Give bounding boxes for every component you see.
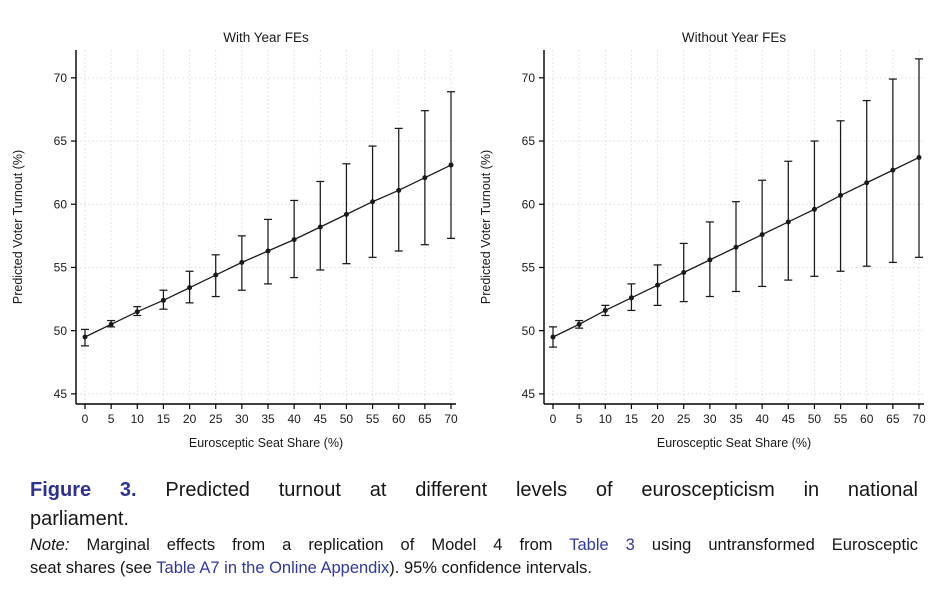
- caption-title-line1: Figure 3. Predicted turnout at different…: [30, 476, 918, 505]
- x-tick-label: 0: [550, 412, 557, 426]
- x-tick-label: 10: [131, 412, 145, 426]
- point-markers: [82, 162, 454, 340]
- x-tick-label: 45: [314, 412, 328, 426]
- table-a7-link[interactable]: Table A7 in the Online Appendix: [156, 559, 390, 577]
- x-tick-label: 65: [418, 412, 432, 426]
- x-tick-label: 65: [886, 412, 900, 426]
- note-text: ). 95% confidence intervals.: [389, 559, 592, 577]
- x-tick-label: 60: [860, 412, 874, 426]
- note-label: Note:: [30, 536, 70, 554]
- x-tick-label: 5: [576, 412, 583, 426]
- y-tick-label: 45: [522, 387, 536, 401]
- note-text: Marginal effects from a replication of M…: [69, 536, 570, 554]
- tick-labels: 0 5 10 15 20 25 30 35 40 45 50 55 60 65 70 45 50 55 60 65 70: [54, 71, 458, 426]
- chart-title: Without Year FEs: [682, 30, 787, 45]
- x-tick-label: 50: [808, 412, 822, 426]
- x-tick-label: 40: [755, 412, 769, 426]
- y-tick-label: 50: [54, 324, 68, 338]
- x-axis-label: Eurosceptic Seat Share (%): [657, 436, 811, 450]
- x-tick-label: 30: [235, 412, 249, 426]
- x-tick-label: 25: [209, 412, 223, 426]
- y-tick-label: 55: [54, 261, 68, 275]
- x-tick-label: 30: [703, 412, 717, 426]
- chart-without-year-fes-svg: 0 5 10 15 20 25 30 35 40 45 50 55 60 65 70 45 50 55 60 65 70…: [472, 6, 930, 458]
- x-tick-label: 60: [392, 412, 406, 426]
- x-tick-label: 55: [834, 412, 848, 426]
- x-tick-label: 50: [340, 412, 354, 426]
- x-tick-label: 25: [677, 412, 691, 426]
- note-text: seat shares (see: [30, 559, 157, 577]
- caption-title-text: Predicted turnout at different levels of…: [165, 479, 918, 501]
- table-3-link[interactable]: Table 3: [569, 536, 635, 554]
- y-tick-label: 65: [54, 134, 68, 148]
- x-tick-label: 20: [183, 412, 197, 426]
- tick-labels: 0 5 10 15 20 25 30 35 40 45 50 55 60 65 70 45 50 55 60 65 70: [522, 71, 926, 426]
- x-tick-label: 35: [729, 412, 743, 426]
- tick-marks: [71, 77, 452, 409]
- plot-area: 0 5 10 15 20 25 30 35 40 45 50 55 60 65 70 45 50 55 60 65 70: [54, 50, 458, 426]
- x-tick-label: 40: [287, 412, 301, 426]
- x-tick-label: 45: [782, 412, 796, 426]
- y-tick-label: 55: [522, 261, 536, 275]
- chart-with-year-fes-svg: 0 5 10 15 20 25 30 35 40 45 50 55 60 65 70 45 50 55 60 65 70…: [4, 6, 462, 458]
- x-tick-label: 10: [599, 412, 613, 426]
- caption-note-line1: Note: Marginal effects from a replicatio…: [30, 534, 918, 557]
- y-tick-label: 70: [54, 71, 68, 85]
- figure-caption: Figure 3. Predicted turnout at different…: [30, 476, 918, 580]
- chart-with-year-fes: 0 5 10 15 20 25 30 35 40 45 50 55 60 65 70 45 50 55 60 65 70…: [4, 6, 462, 458]
- x-tick-label: 55: [366, 412, 380, 426]
- x-tick-label: 70: [444, 412, 458, 426]
- x-tick-label: 35: [261, 412, 275, 426]
- axes: [543, 50, 924, 405]
- tick-marks: [539, 77, 920, 409]
- x-axis-label: Eurosceptic Seat Share (%): [189, 436, 343, 450]
- x-tick-label: 20: [651, 412, 665, 426]
- point-markers: [550, 154, 922, 340]
- y-tick-label: 60: [522, 197, 536, 211]
- charts-row: 0 5 10 15 20 25 30 35 40 45 50 55 60 65 70 45 50 55 60 65 70…: [4, 6, 930, 458]
- y-axis-label: Predicted Voter Turnout (%): [11, 150, 25, 304]
- x-tick-label: 0: [82, 412, 89, 426]
- chart-title: With Year FEs: [223, 30, 309, 45]
- y-axis-label: Predicted Voter Turnout (%): [479, 150, 493, 304]
- caption-note-line2: seat shares (see Table A7 in the Online …: [30, 557, 918, 580]
- y-tick-label: 45: [54, 387, 68, 401]
- y-tick-label: 60: [54, 197, 68, 211]
- x-tick-label: 5: [108, 412, 115, 426]
- y-tick-label: 50: [522, 324, 536, 338]
- axes: [75, 50, 456, 405]
- x-tick-label: 15: [157, 412, 171, 426]
- caption-title-line2: parliament.: [30, 508, 129, 530]
- plot-area: 0 5 10 15 20 25 30 35 40 45 50 55 60 65 70 45 50 55 60 65 70: [522, 50, 926, 426]
- chart-without-year-fes: 0 5 10 15 20 25 30 35 40 45 50 55 60 65 70 45 50 55 60 65 70…: [472, 6, 930, 458]
- y-tick-label: 70: [522, 71, 536, 85]
- figure-label: Figure 3.: [30, 479, 137, 501]
- y-tick-label: 65: [522, 134, 536, 148]
- x-tick-label: 15: [625, 412, 639, 426]
- note-text: using untransformed Eurosceptic: [634, 536, 918, 554]
- x-tick-label: 70: [912, 412, 926, 426]
